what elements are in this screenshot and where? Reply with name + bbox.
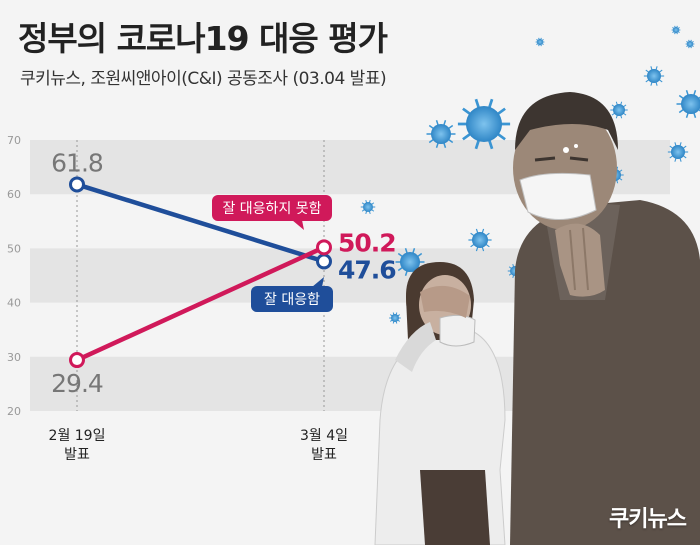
virus-icon: [426, 119, 456, 149]
virus-icon: [360, 199, 376, 215]
x-tick-label: 3월 4일 발표: [300, 428, 348, 463]
x-axis: 2월 19일 발표 3월 4일 발표: [49, 428, 348, 463]
virus-icon: [676, 89, 700, 119]
data-point: [69, 352, 85, 369]
data-point: [69, 176, 85, 193]
virus-icon: [395, 247, 425, 277]
y-tick-label: 70: [7, 134, 21, 147]
page-subtitle: 쿠키뉴스, 조원씨앤아이(C&I) 공동조사 (03.04 발표): [20, 69, 387, 89]
legend-label: 잘 대응함: [264, 292, 320, 308]
virus-icon: [457, 98, 511, 150]
data-label: 29.4: [51, 369, 103, 398]
legend-label: 잘 대응하지 못함: [222, 201, 321, 217]
y-tick-label: 40: [7, 297, 21, 310]
virus-icon: [535, 37, 545, 47]
brand-logo: 쿠키뉴스: [609, 507, 687, 532]
y-tick-label: 20: [7, 405, 21, 418]
data-label: 61.8: [51, 148, 103, 177]
virus-icon: [468, 228, 492, 252]
data-label: 50.2: [338, 228, 396, 257]
series-legend-callout: 잘 대응하지 못함: [212, 195, 332, 230]
data-point: [316, 239, 332, 256]
man-with-mask-icon: [510, 92, 700, 545]
series-group: 61.8 29.4 50.247.6 잘 대응하지 못함잘 대응함: [51, 148, 397, 398]
series-legend-callout: 잘 대응함: [251, 277, 333, 312]
virus-icon: [643, 66, 665, 86]
virus-icon: [671, 25, 681, 35]
series-line: [76, 182, 325, 264]
series-line: [76, 245, 325, 363]
virus-icon: [667, 142, 689, 162]
y-tick-label: 50: [7, 242, 21, 255]
virus-icon: [389, 312, 401, 324]
virus-icon: [610, 101, 628, 119]
y-tick-label: 30: [7, 351, 21, 364]
virus-icon: [685, 39, 695, 49]
x-tick-label: 2월 19일 발표: [49, 428, 106, 463]
data-label: 47.6: [338, 255, 396, 284]
y-axis: 20 30 40 50 60 70: [7, 134, 21, 418]
y-tick-label: 60: [7, 188, 21, 201]
page-title: 정부의 코로나19 대응 평가: [18, 19, 388, 58]
woman-covering-face-icon: [374, 262, 506, 545]
